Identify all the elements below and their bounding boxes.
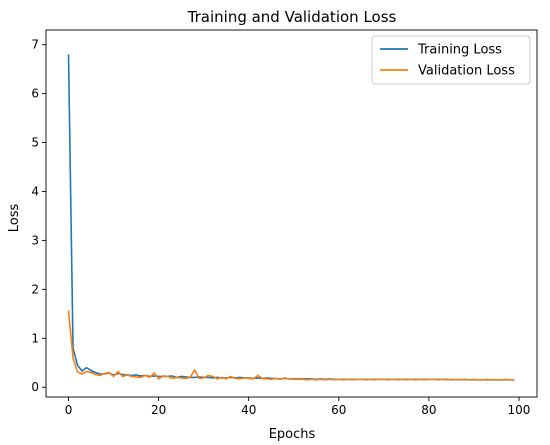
plot-area (45, 29, 538, 398)
legend-box (371, 35, 531, 85)
y-tick-label: 1 (31, 331, 39, 345)
series-layer (67, 54, 515, 381)
x-tick-label: 60 (331, 403, 346, 417)
chart-title: Training and Validation Loss (187, 8, 397, 26)
y-axis-label: Loss (7, 204, 22, 233)
x-tick-label: 20 (151, 403, 166, 417)
y-tick-label: 0 (31, 380, 39, 394)
x-axis: 0 20 40 60 80 100 (65, 397, 531, 417)
series-line-validation-loss (67, 310, 515, 381)
x-tick-label: 0 (65, 403, 73, 417)
x-tick-label: 100 (508, 403, 531, 417)
x-axis-label: Epochs (269, 427, 316, 442)
plot-frame (45, 29, 538, 398)
legend-entry: Training Loss (417, 43, 502, 58)
y-tick-label: 2 (31, 282, 39, 296)
legend-entry: Validation Loss (418, 64, 515, 79)
y-tick-label: 7 (31, 38, 39, 52)
y-axis: 0 1 2 3 4 5 6 7 (31, 38, 46, 394)
y-tick-label: 3 (31, 233, 39, 247)
x-tick-label: 80 (421, 403, 436, 417)
legend: Training Loss Validation Loss (371, 35, 531, 85)
y-tick-label: 6 (31, 87, 39, 101)
y-tick-label: 5 (31, 136, 39, 150)
y-tick-label: 4 (31, 184, 39, 198)
series-line-training-loss (67, 54, 515, 381)
x-tick-label: 40 (241, 403, 256, 417)
